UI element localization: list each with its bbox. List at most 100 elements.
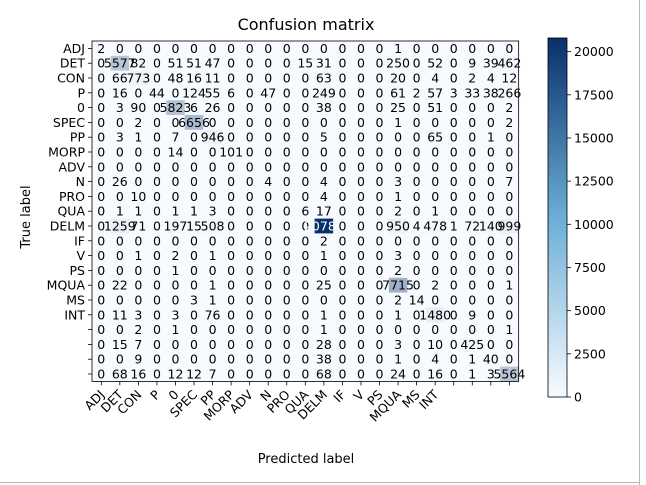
cell-r20-c15	[370, 337, 390, 353]
cell-value-r17-c11: 0	[301, 293, 309, 308]
cell-value-r11-c13: 0	[338, 204, 346, 219]
cell-value-r16-c8: 0	[246, 278, 254, 293]
cell-r4-c6	[203, 100, 223, 116]
cell-r15-c13	[333, 263, 352, 279]
cell-value-r14-c2: 1	[134, 248, 142, 263]
cell-value-r15-c21: 0	[487, 263, 495, 278]
cell-value-r7-c21: 0	[487, 145, 495, 160]
cell-r1-c0	[92, 55, 111, 71]
cell-r13-c10	[277, 233, 297, 249]
cell-r1-c12	[314, 55, 334, 71]
cell-r19-c2	[129, 322, 148, 338]
cell-r18-c19	[444, 307, 464, 323]
cell-value-r18-c15: 0	[376, 307, 384, 322]
cell-value-r13-c16: 0	[394, 233, 402, 248]
cell-value-r8-c15: 0	[376, 159, 384, 174]
cell-r18-c4	[166, 307, 186, 323]
cell-value-r19-c7: 0	[227, 322, 235, 337]
cell-value-r22-c21: 3	[487, 367, 495, 382]
cell-value-r5-c1: 0	[116, 115, 124, 130]
cell-value-r2-c17: 0	[413, 71, 421, 86]
cell-value-r5-c17: 0	[413, 115, 421, 130]
cell-r21-c7	[221, 351, 241, 367]
cell-value-r13-c10: 0	[283, 233, 291, 248]
cell-r14-c16	[388, 248, 408, 264]
cell-r21-c18	[425, 351, 445, 367]
cell-r6-c9	[258, 129, 278, 145]
cell-value-r3-c14: 0	[357, 85, 365, 100]
cell-r22-c8	[240, 366, 260, 382]
cell-value-r10-c8: 0	[246, 189, 254, 204]
cell-r11-c4	[166, 203, 186, 219]
cell-value-r19-c13: 0	[338, 322, 346, 337]
cell-r2-c8	[240, 70, 260, 86]
cell-value-r10-c1: 0	[116, 189, 124, 204]
cell-value-r3-c15: 0	[376, 85, 384, 100]
cell-value-r11-c3: 0	[153, 204, 161, 219]
cell-value-r10-c3: 0	[153, 189, 161, 204]
cell-r14-c20	[463, 248, 482, 264]
cell-value-r14-c9: 0	[264, 248, 272, 263]
cell-value-r0-c13: 0	[338, 41, 346, 56]
cell-r18-c20	[463, 307, 482, 323]
cell-r5-c9	[258, 115, 278, 131]
cell-r5-c21	[481, 115, 501, 131]
cell-value-r22-c10: 0	[283, 367, 291, 382]
cell-value-r21-c0: 0	[97, 352, 105, 367]
cell-value-r11-c7: 0	[227, 204, 235, 219]
cell-value-r0-c9: 0	[264, 41, 272, 56]
cell-value-r6-c20: 0	[468, 130, 476, 145]
cell-r12-c9	[258, 218, 278, 234]
cell-value-r13-c11: 0	[301, 233, 309, 248]
cell-value-r9-c11: 0	[301, 174, 309, 189]
cell-value-r20-c19: 0	[450, 337, 458, 352]
cell-r15-c15	[370, 263, 390, 279]
cell-value-r0-c18: 0	[431, 41, 439, 56]
cell-r12-c0	[92, 218, 111, 234]
cell-r9-c21	[481, 174, 501, 190]
cell-r0-c6	[203, 41, 223, 57]
cell-value-r21-c2: 9	[134, 352, 142, 367]
cell-r9-c12	[314, 174, 334, 190]
cell-r17-c10	[277, 292, 297, 308]
cell-r4-c16	[388, 100, 408, 116]
cell-r9-c9	[258, 174, 278, 190]
cell-value-r5-c18: 0	[431, 115, 439, 130]
cell-r13-c3	[147, 233, 167, 249]
cell-value-r17-c13: 0	[338, 293, 346, 308]
cell-r22-c5	[184, 366, 204, 382]
cell-value-r17-c16: 2	[394, 293, 402, 308]
cell-r18-c13	[333, 307, 352, 323]
cell-r14-c6	[203, 248, 223, 264]
cell-r1-c2	[129, 55, 148, 71]
cell-value-r2-c22: 12	[501, 71, 517, 86]
cell-value-r12-c13: 0	[338, 219, 346, 234]
cell-value-r1-c16: 250	[386, 56, 410, 71]
cell-value-r15-c9: 0	[264, 263, 272, 278]
cell-r8-c14	[351, 159, 371, 175]
cell-r11-c6	[203, 203, 223, 219]
cell-value-r22-c22: 5564	[493, 367, 525, 382]
cell-value-r14-c15: 0	[376, 248, 384, 263]
cell-value-r21-c3: 0	[153, 352, 161, 367]
cell-value-r17-c10: 0	[283, 293, 291, 308]
cell-value-r2-c9: 0	[264, 71, 272, 86]
cell-value-r12-c3: 0	[153, 219, 161, 234]
cell-value-r4-c15: 0	[376, 100, 384, 115]
cell-r10-c6	[203, 189, 223, 205]
cell-r15-c18	[425, 263, 445, 279]
cell-r0-c1	[110, 41, 130, 57]
cell-r11-c7	[221, 203, 241, 219]
cell-r21-c21	[481, 351, 501, 367]
cell-value-r21-c4: 0	[171, 352, 179, 367]
cell-value-r17-c20: 0	[468, 293, 476, 308]
cell-r6-c11	[296, 129, 315, 145]
cell-value-r19-c6: 0	[209, 322, 217, 337]
cell-r12-c5	[184, 218, 204, 234]
cell-r6-c12	[314, 129, 334, 145]
cell-value-r2-c2: 773	[126, 71, 150, 86]
cell-value-r8-c13: 0	[338, 159, 346, 174]
cell-value-r13-c15: 0	[376, 233, 384, 248]
cell-r16-c12	[314, 277, 334, 293]
